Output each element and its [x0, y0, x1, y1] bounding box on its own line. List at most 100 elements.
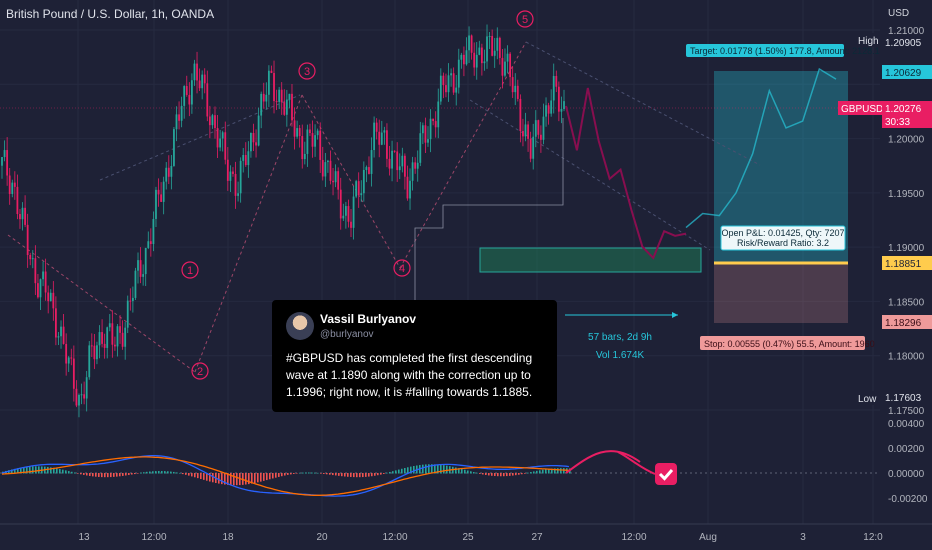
- candle-body: [522, 131, 524, 137]
- candle-body: [540, 134, 542, 140]
- macd-bar: [62, 469, 64, 474]
- candle-body: [196, 63, 198, 81]
- candle-body: [252, 132, 255, 143]
- wave-label: 4: [399, 263, 405, 275]
- candle-body: [42, 271, 44, 280]
- macd-bar: [518, 473, 520, 475]
- candle-body: [411, 162, 414, 181]
- candle-body: [450, 73, 452, 76]
- candle-body: [321, 159, 324, 177]
- macd-bar: [461, 468, 463, 474]
- time-tick: 18: [222, 532, 234, 543]
- candle-body: [47, 292, 50, 302]
- candle-body: [414, 162, 417, 169]
- candle-body: [57, 336, 60, 338]
- macd-bar: [134, 473, 136, 475]
- candle-body: [511, 77, 514, 93]
- macd-bar: [65, 470, 67, 474]
- candle-body: [24, 207, 26, 225]
- macd-bar: [218, 473, 220, 484]
- candle-body: [288, 93, 291, 100]
- trend-line[interactable]: [194, 94, 303, 373]
- candle-body: [152, 218, 155, 245]
- low-value-bg: [882, 390, 932, 404]
- macd-bar: [401, 468, 403, 474]
- candle-body: [137, 260, 139, 271]
- candle-body: [352, 196, 355, 228]
- check-icon[interactable]: [655, 463, 677, 485]
- macd-bar: [368, 473, 370, 477]
- low-label-bg: [855, 391, 881, 405]
- entry-price: 1.18851: [885, 259, 922, 270]
- candle-body: [301, 136, 304, 160]
- macd-bar: [422, 464, 424, 474]
- macd-bar: [431, 464, 433, 474]
- range-arrow-head: [672, 312, 678, 318]
- macd-bar: [38, 466, 40, 474]
- candle-body: [355, 181, 358, 197]
- macd-bar: [14, 468, 16, 474]
- macd-bar: [113, 473, 115, 477]
- candle-body: [445, 85, 447, 93]
- price-tick: 1.17500: [888, 406, 925, 417]
- macd-bar: [119, 473, 121, 477]
- candle-body: [108, 323, 111, 328]
- macd-bar: [50, 467, 52, 474]
- price-labels: High 1.20905 1.20629 GBPUSD 1.20276 30:33 1.18…: [838, 33, 932, 405]
- candle-body: [386, 130, 388, 159]
- tweet-handle: @burlyanov: [320, 329, 374, 340]
- macd-bar: [383, 473, 385, 474]
- macd-bar: [359, 473, 361, 478]
- candle-body: [255, 142, 257, 146]
- macd-bar: [470, 471, 472, 474]
- candle-body: [447, 75, 450, 93]
- trend-line[interactable]: [469, 99, 711, 251]
- wave-circle: [393, 259, 411, 277]
- symbol-title[interactable]: British Pound / U.S. Dollar, 1h, OANDA: [6, 7, 215, 21]
- macd-bar: [392, 471, 394, 474]
- candle-body: [72, 358, 75, 389]
- candle-body: [52, 292, 55, 309]
- candle-body: [211, 115, 214, 126]
- candle-body: [473, 52, 476, 68]
- candle-body: [216, 127, 219, 148]
- macd-bar: [521, 473, 523, 475]
- tweet-card[interactable]: Vassil Burlyanov @burlyanov #GBPUSD has …: [272, 300, 557, 412]
- trend-line[interactable]: [399, 41, 527, 269]
- target-box[interactable]: [479, 247, 702, 273]
- macd-bar: [197, 473, 199, 479]
- macd-bar: [173, 471, 175, 474]
- macd-bar: [230, 473, 232, 486]
- candle-body: [190, 80, 193, 105]
- macd-bar: [557, 468, 559, 474]
- candle-body: [486, 36, 488, 62]
- candle-body: [360, 193, 363, 196]
- wave-circle: [191, 362, 209, 380]
- candle-body: [488, 36, 491, 38]
- candle-body: [114, 344, 116, 347]
- wave-labels[interactable]: 1 2 3 4 5: [181, 10, 534, 380]
- macd-bar: [266, 473, 268, 481]
- candle-body: [131, 297, 134, 302]
- candle-body: [224, 132, 227, 160]
- time-axis[interactable]: 13 12:00 18 20 12:00 25 27 12:00 Aug 3 12:0: [78, 532, 883, 543]
- macd-bar: [341, 473, 343, 477]
- candle-body: [201, 74, 204, 89]
- candle-body: [560, 109, 563, 112]
- macd-bar: [491, 473, 493, 476]
- candle-body: [427, 139, 429, 143]
- trend-line[interactable]: [7, 234, 196, 373]
- candle-body: [537, 120, 540, 135]
- trend-line[interactable]: [525, 41, 761, 166]
- macd-bar: [506, 473, 508, 477]
- trendlines[interactable]: [7, 41, 761, 373]
- macd-bar: [284, 473, 286, 476]
- macd-bar: [260, 473, 262, 482]
- candle-body: [96, 345, 98, 360]
- candle-body: [16, 186, 19, 215]
- measure-line[interactable]: [414, 118, 564, 300]
- macd-bar: [425, 464, 427, 474]
- macd-bar: [59, 469, 61, 474]
- candle-body: [173, 129, 175, 166]
